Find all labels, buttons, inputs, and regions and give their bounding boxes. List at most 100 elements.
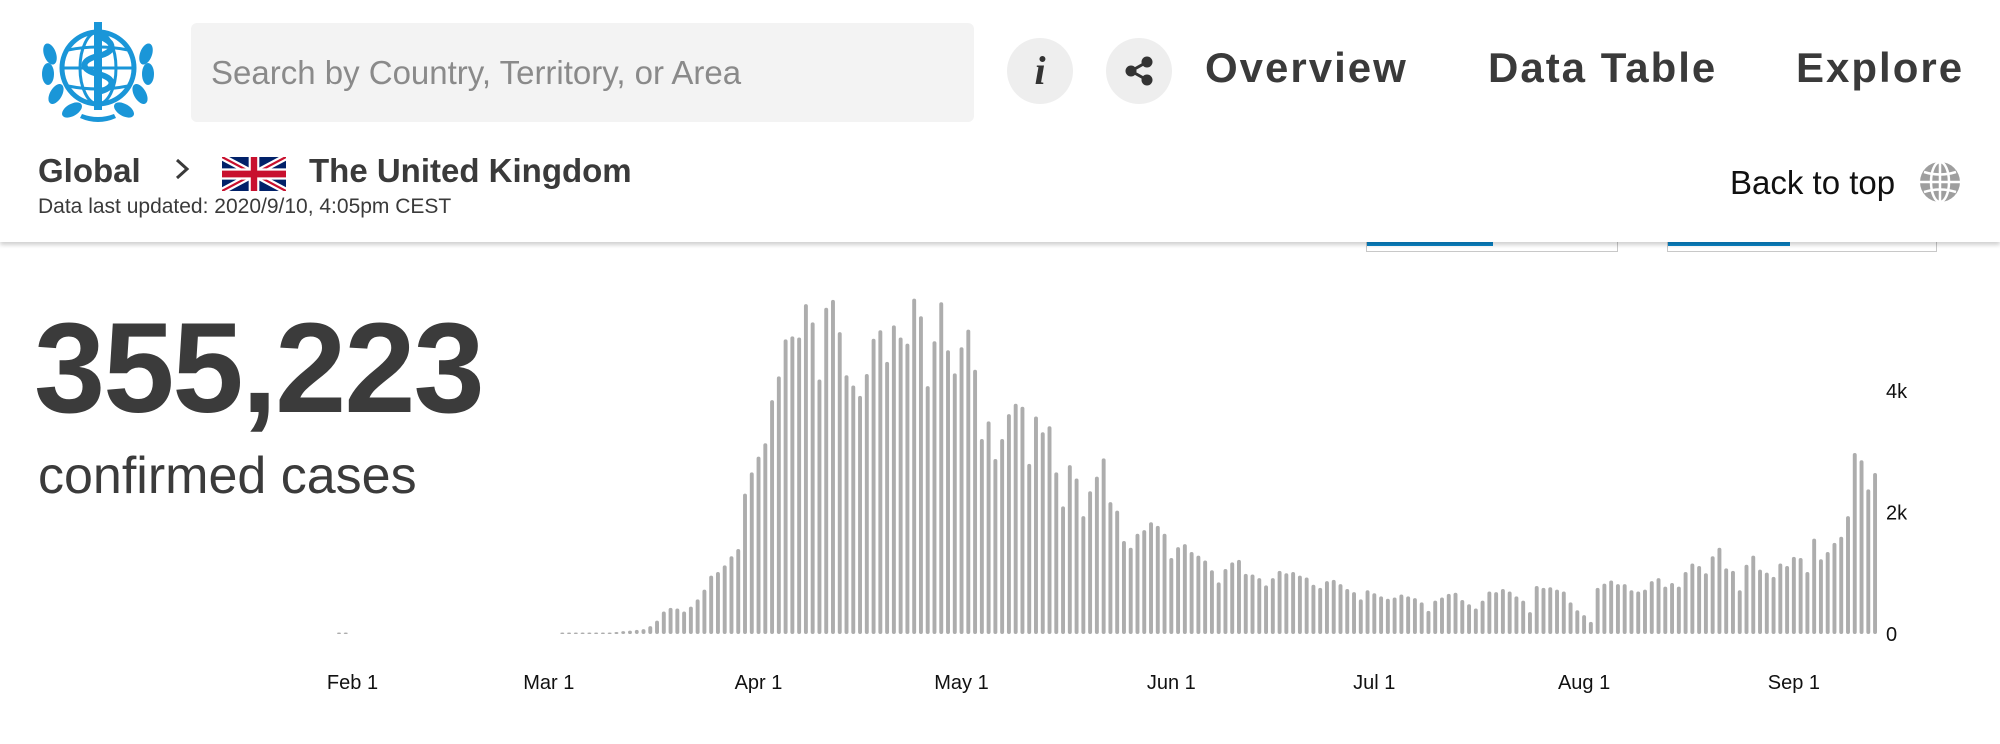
chart-bar (343, 632, 348, 634)
chart-bar (1074, 478, 1079, 634)
chart-bar (1203, 560, 1208, 634)
chart-bar (1149, 522, 1153, 634)
chart-bar (1034, 416, 1038, 634)
confirmed-cases-caption: confirmed cases (38, 447, 417, 505)
chart-bar (1189, 551, 1194, 634)
chart-bar (1311, 584, 1316, 634)
chart-bar (1690, 563, 1695, 634)
chart-bar (655, 620, 659, 634)
chart-bar (1629, 590, 1634, 634)
chart-bar (580, 632, 585, 634)
chart-bar (1595, 587, 1600, 634)
chart-bar (1798, 558, 1803, 634)
chart-bar (1155, 525, 1160, 634)
chart-bar (979, 438, 984, 634)
x-tick-label: Mar 1 (523, 672, 574, 694)
chart-bar (1514, 596, 1519, 634)
chart-bar (1812, 538, 1817, 634)
chart-bar (1000, 438, 1005, 634)
chart-bar (1866, 489, 1871, 634)
chart-bar (1433, 600, 1438, 634)
chart-bar (1020, 406, 1025, 634)
chart-bar (1088, 491, 1093, 634)
info-button[interactable]: i (1007, 38, 1073, 104)
chart-bar (1216, 582, 1221, 634)
chart-bar (946, 350, 950, 634)
chart-bar (1500, 589, 1505, 634)
chart-bar (1006, 414, 1011, 634)
chart-bar (648, 626, 653, 634)
chart-bar (864, 373, 869, 634)
chart-bar (871, 338, 876, 634)
chart-bar (1846, 516, 1850, 634)
chart-bar (1257, 578, 1262, 634)
chart-bar (715, 572, 720, 634)
x-axis: Feb 1 Mar 1 Apr 1 May 1 Jun 1 Jul 1 Aug 1 Sep 1 (327, 672, 1820, 694)
chart-bar (641, 629, 646, 634)
chart-bar (668, 607, 673, 634)
chart-bar (817, 379, 822, 634)
chart-bar (1758, 569, 1762, 634)
chart-bar (851, 385, 856, 634)
chart-bar (729, 556, 734, 634)
back-to-top-link[interactable]: Back to top (1730, 164, 1896, 201)
chart-bar (837, 332, 842, 634)
chart-bar (986, 421, 991, 635)
chart-bar (1609, 580, 1614, 634)
chart-bar (628, 630, 632, 634)
chart-bar (1731, 570, 1735, 634)
chart-bar (1656, 578, 1661, 634)
chart-bar (1859, 460, 1864, 634)
chart-bar (1710, 556, 1715, 634)
chart-bar (675, 608, 680, 634)
chart-bar (1778, 563, 1783, 634)
nav-data-table[interactable]: Data Table (1488, 44, 1718, 91)
chart-bar (1791, 556, 1796, 634)
chart-bar (1737, 590, 1742, 634)
chart-bar (1094, 476, 1099, 634)
search-input[interactable] (191, 23, 974, 122)
share-button[interactable] (1106, 38, 1172, 104)
chart-bar (797, 337, 802, 634)
chart-bar (824, 307, 829, 634)
x-tick-label: Jun 1 (1147, 672, 1196, 694)
chart-bar (1169, 558, 1174, 634)
x-tick-label: Feb 1 (327, 672, 378, 694)
chart-bar (959, 347, 964, 634)
chart-bar (1832, 542, 1837, 635)
nav-explore[interactable]: Explore (1796, 44, 1965, 91)
page-header: i Overview Data Table Explore Global The… (0, 0, 2000, 242)
chart-bar (756, 456, 761, 634)
share-icon (1125, 56, 1153, 86)
chart-bar (1182, 544, 1187, 634)
chart-bar (1852, 452, 1857, 634)
chart-bar (1582, 615, 1587, 634)
chart-bar (1480, 600, 1485, 634)
chart-bar (1615, 584, 1620, 634)
nav-overview[interactable]: Overview (1205, 44, 1408, 91)
uk-flag-icon (222, 157, 286, 191)
chart-bar (337, 632, 341, 634)
chart-bar (898, 337, 903, 634)
chart-bar (1061, 506, 1066, 634)
last-updated: Data last updated: 2020/9/10, 4:05pm CES… (38, 195, 452, 218)
who-logo-icon[interactable] (36, 16, 160, 126)
breadcrumb-global[interactable]: Global (38, 152, 141, 189)
chart-bar (1622, 584, 1627, 634)
chart-bar (763, 443, 768, 634)
chart-bar (1345, 589, 1350, 634)
chart-bar (1521, 600, 1526, 634)
chart-bar (1277, 570, 1282, 634)
globe-icon[interactable] (1918, 160, 1962, 204)
chart-bar (1392, 597, 1397, 634)
chart-bar (1108, 502, 1113, 634)
y-tick-label: 0 (1886, 624, 1897, 646)
chart-bar (634, 629, 639, 634)
chart-bar (1555, 589, 1559, 634)
chart-bar (1440, 597, 1444, 634)
chart-bar (594, 632, 599, 634)
chart-bar (1494, 592, 1499, 634)
chart-bar (1764, 572, 1769, 634)
chart-bar (1385, 598, 1390, 634)
chart-bar (1115, 510, 1120, 634)
